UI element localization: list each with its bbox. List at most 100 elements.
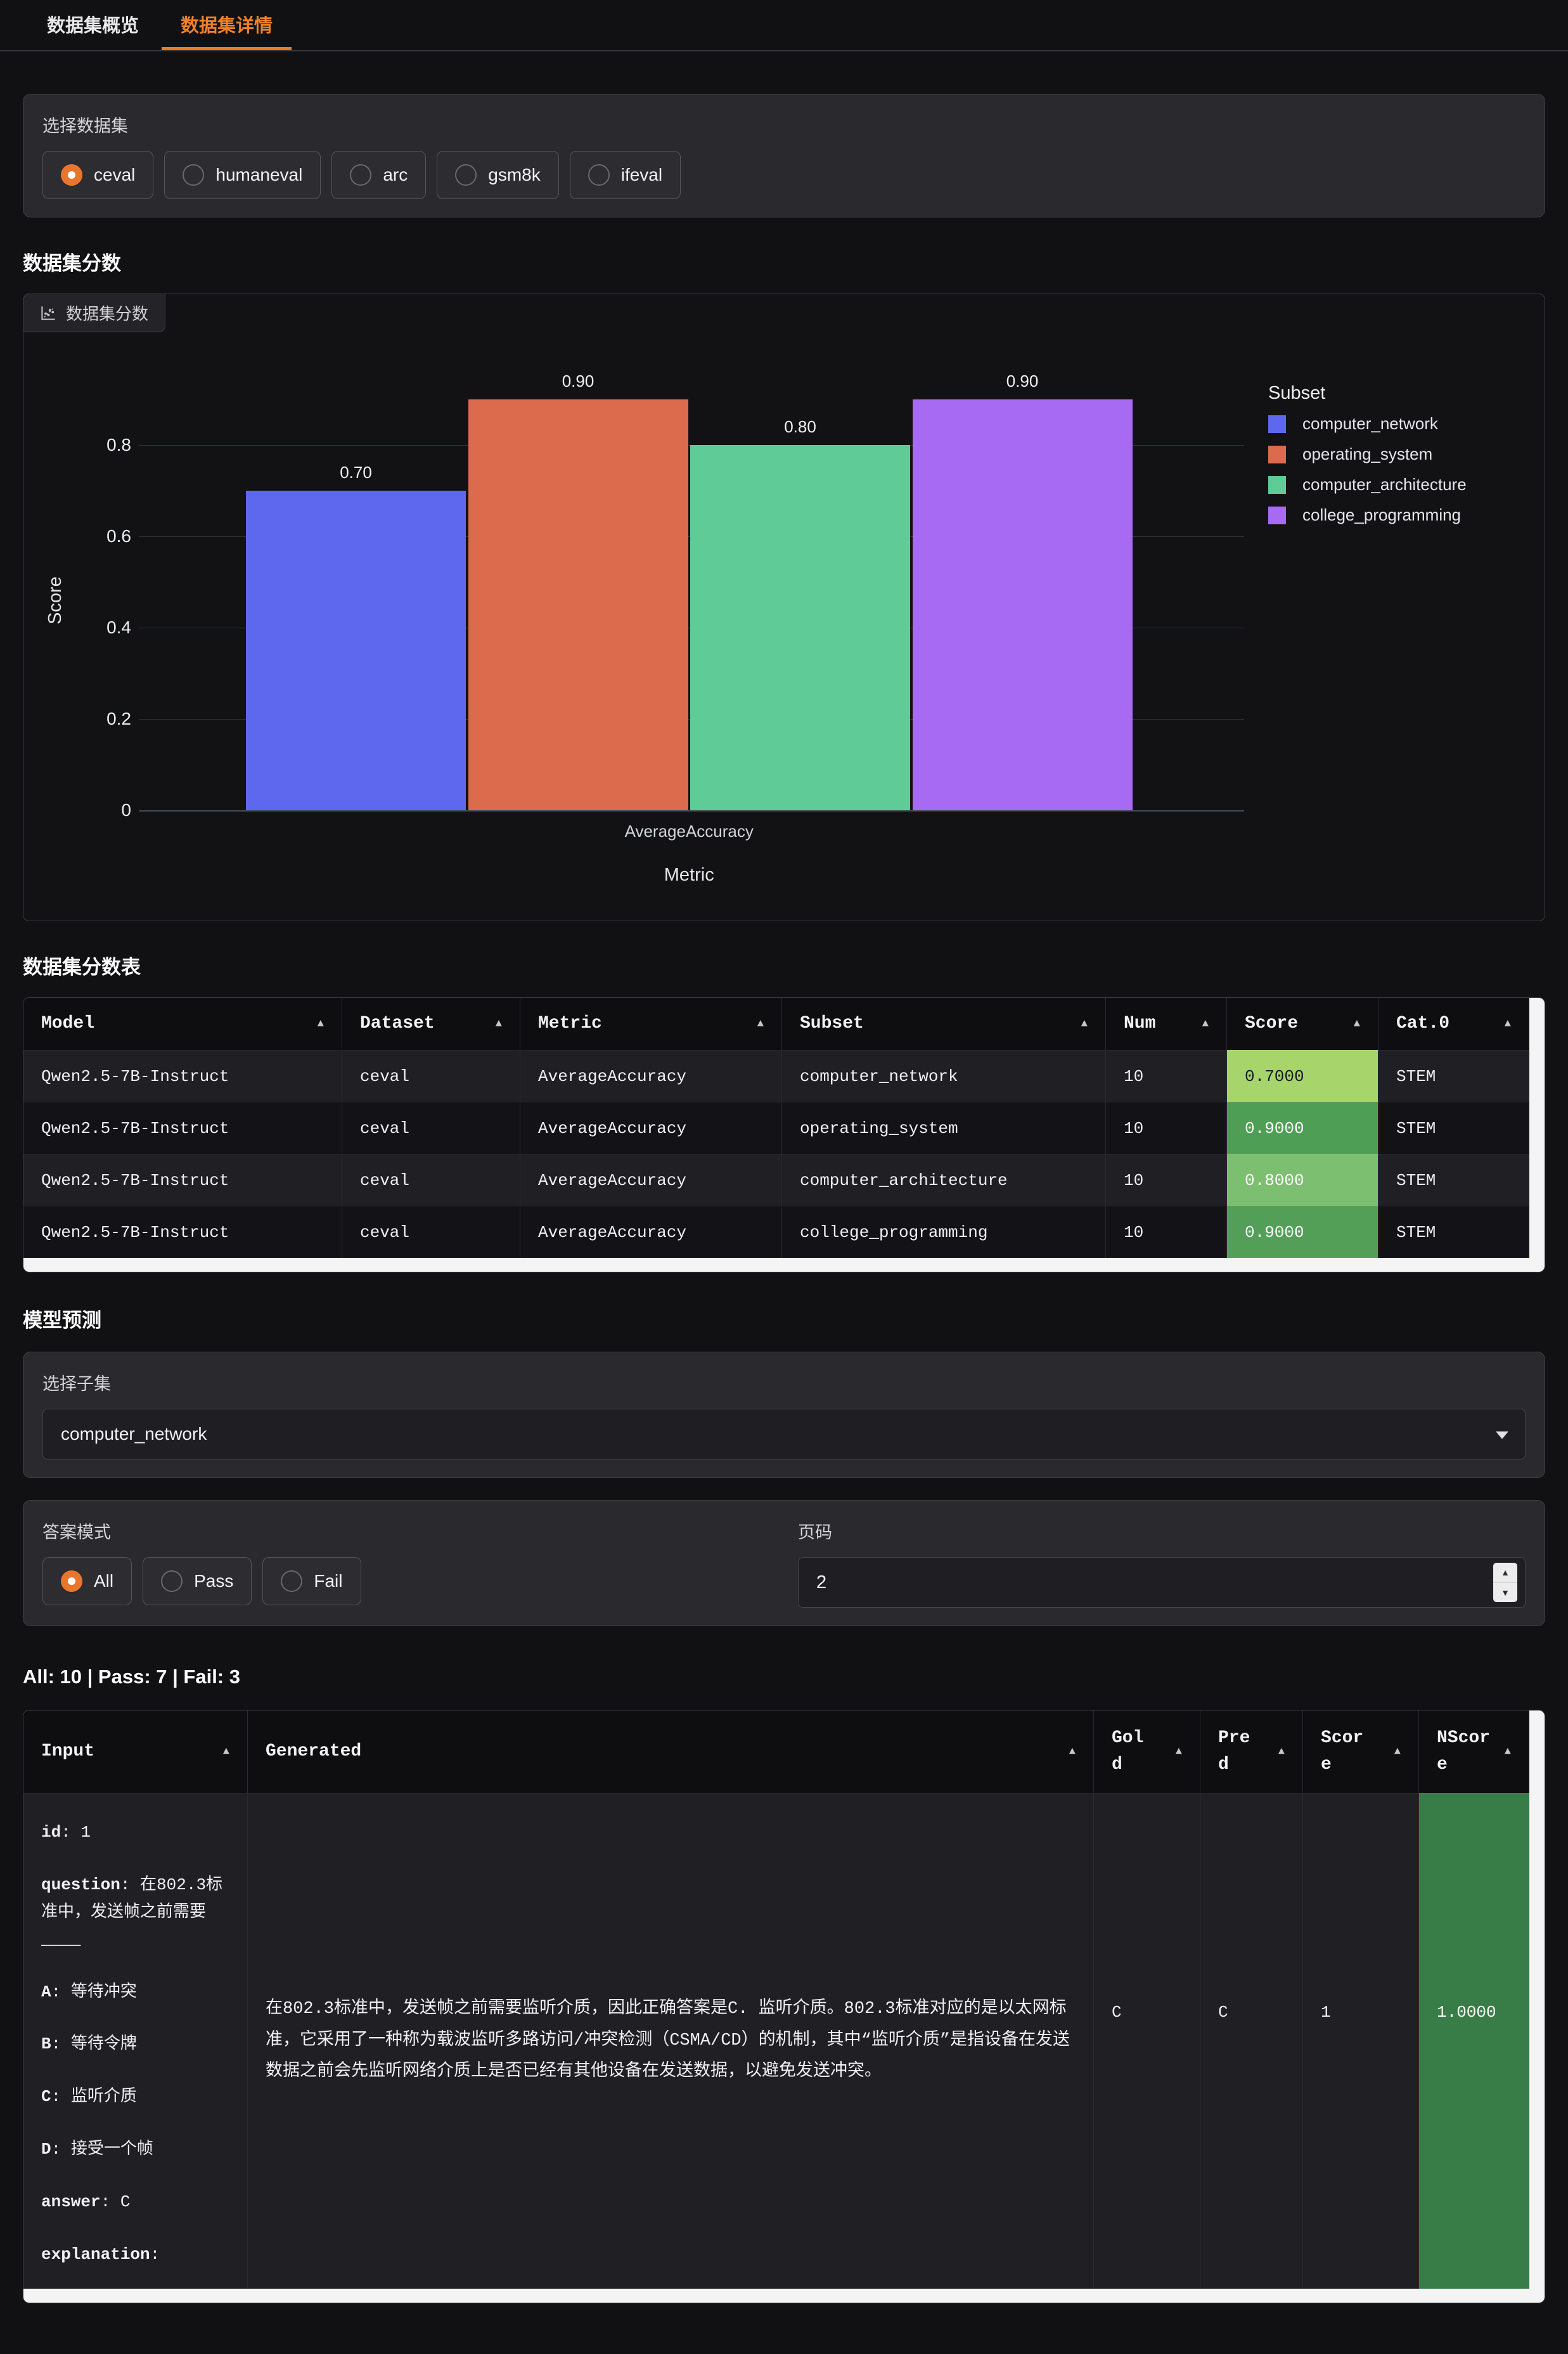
sort-icon[interactable]: ▲ — [1069, 1745, 1076, 1758]
subset-selector-label: 选择子集 — [42, 1374, 111, 1394]
dataset-option-label: humaneval — [215, 165, 303, 184]
column-header-dataset[interactable]: Dataset ▲ — [342, 998, 520, 1050]
sort-icon[interactable]: ▲ — [1081, 1018, 1088, 1030]
sort-icon[interactable]: ▲ — [1504, 1018, 1511, 1030]
page-number-input[interactable]: 2 ▲ ▼ — [798, 1557, 1526, 1608]
sort-icon[interactable]: ▲ — [1278, 1745, 1285, 1758]
legend-item-label: computer_architecture — [1302, 475, 1467, 494]
cell-subset: college_programming — [782, 1206, 1106, 1258]
table-row: Qwen2.5-7B-Instruct ceval AverageAccuracy c… — [23, 1206, 1529, 1258]
legend-swatch — [1268, 475, 1286, 494]
sort-icon[interactable]: ▲ — [1353, 1018, 1360, 1030]
radio-icon[interactable] — [281, 1570, 303, 1592]
column-header-metric[interactable]: Metric ▲ — [520, 998, 782, 1050]
sort-icon[interactable]: ▲ — [495, 1018, 502, 1030]
legend-swatch — [1268, 506, 1286, 524]
scatter-chart-icon — [41, 306, 55, 320]
horizontal-scrollbar[interactable] — [23, 1258, 1545, 1272]
vertical-scrollbar[interactable] — [1529, 1711, 1545, 2289]
dataset-option-ifeval[interactable]: ifeval — [569, 151, 681, 199]
answer-mode-option-label: Pass — [194, 1571, 234, 1591]
radio-icon[interactable] — [61, 1570, 82, 1592]
score-table: Model ▲ Dataset ▲ Metric ▲ Subset ▲ Num ▲ Score ▲ Ca… — [23, 997, 1545, 1272]
answer-mode-option-All[interactable]: All — [42, 1557, 132, 1605]
cell-pred: C — [1200, 1793, 1303, 2289]
legend-item-college_programming[interactable]: college_programming — [1268, 505, 1467, 525]
legend-item-computer_architecture[interactable]: computer_architecture — [1268, 475, 1467, 495]
dataset-option-label: gsm8k — [488, 165, 541, 184]
bar-operating_system[interactable] — [468, 399, 688, 810]
sort-icon[interactable]: ▲ — [1504, 1745, 1511, 1758]
column-header-score[interactable]: Score ▲ — [1303, 1711, 1419, 1793]
radio-icon[interactable] — [350, 164, 372, 186]
legend-item-computer_network[interactable]: computer_network — [1268, 414, 1467, 434]
table-header-row: Model ▲ Dataset ▲ Metric ▲ Subset ▲ Num ▲ Score ▲ Ca… — [23, 998, 1529, 1050]
column-header-gold[interactable]: Gold ▲ — [1094, 1711, 1200, 1793]
column-header-nscore[interactable]: NScore ▲ — [1419, 1711, 1529, 1793]
chart-legend: Subset computer_network operating_system co… — [1268, 383, 1467, 536]
radio-icon[interactable] — [161, 1570, 183, 1592]
answer-mode-option-Pass[interactable]: Pass — [143, 1557, 252, 1605]
section-title-score-table: 数据集分数表 — [23, 956, 141, 978]
column-header-pred[interactable]: Pred ▲ — [1200, 1711, 1303, 1793]
cell-cat-0: STEM — [1378, 1050, 1529, 1102]
subset-dropdown[interactable]: computer_network — [42, 1409, 1526, 1459]
y-axis-tick-label: 0.4 — [106, 617, 131, 637]
column-header-label: Dataset — [360, 1014, 435, 1033]
dataset-option-ceval[interactable]: ceval — [42, 151, 154, 199]
spinner-down-icon[interactable]: ▼ — [1501, 1587, 1510, 1598]
predictions-table-content: Input ▲ Generated ▲ Gold ▲ Pred ▲ Score ▲ NScore ▲ i… — [23, 1711, 1529, 2289]
radio-icon[interactable] — [588, 164, 610, 186]
column-header-cat-0[interactable]: Cat.0 ▲ — [1378, 998, 1529, 1050]
chart-panel-label: 数据集分数 — [23, 294, 166, 332]
horizontal-scrollbar[interactable] — [23, 2289, 1545, 2303]
dataset-selector-card: 选择数据集 ceval humaneval arc gsm8k ifeval — [23, 94, 1545, 217]
bar-computer_architecture[interactable] — [690, 444, 910, 810]
column-header-label: NScore — [1437, 1728, 1491, 1775]
column-header-subset[interactable]: Subset ▲ — [782, 998, 1106, 1050]
y-axis-tick-label: 0.8 — [106, 434, 131, 455]
subset-selector-card: 选择子集 computer_network — [23, 1352, 1545, 1478]
legend-item-operating_system[interactable]: operating_system — [1268, 444, 1467, 464]
tab-dataset-overview[interactable]: 数据集概览 — [47, 16, 139, 36]
vertical-scrollbar[interactable] — [1529, 998, 1545, 1258]
legend-item-label: college_programming — [1302, 505, 1462, 524]
cell-generated: 在802.3标准中，发送帧之前需要监听介质，因此正确答案是C. 监听介质。802… — [248, 1793, 1094, 2289]
column-header-model[interactable]: Model ▲ — [23, 998, 342, 1050]
bar-computer_network[interactable] — [246, 490, 466, 810]
column-header-label: Num — [1124, 1014, 1156, 1033]
dataset-option-humaneval[interactable]: humaneval — [164, 151, 321, 199]
column-header-generated[interactable]: Generated ▲ — [248, 1711, 1094, 1793]
sort-icon[interactable]: ▲ — [1394, 1745, 1401, 1758]
table-row: id: 1 question: 在802.3标准中，发送帧之前需要____ A: 等… — [23, 1793, 1529, 2289]
column-header-num[interactable]: Num ▲ — [1106, 998, 1227, 1050]
sort-icon[interactable]: ▲ — [317, 1018, 324, 1030]
input-field-C: C: 监听介质 — [41, 2087, 137, 2107]
answer-mode-option-Fail[interactable]: Fail — [262, 1557, 361, 1605]
y-axis-tick-label: 0.2 — [106, 708, 131, 728]
dataset-option-arc[interactable]: arc — [331, 151, 427, 199]
column-header-input[interactable]: Input ▲ — [23, 1711, 248, 1793]
sort-icon[interactable]: ▲ — [222, 1745, 229, 1758]
column-header-score[interactable]: Score ▲ — [1227, 998, 1378, 1050]
cell-model: Qwen2.5-7B-Instruct — [23, 1154, 342, 1206]
legend-swatch — [1268, 415, 1286, 433]
spinner-up-icon[interactable]: ▲ — [1493, 1563, 1517, 1583]
radio-icon[interactable] — [455, 164, 477, 186]
answer-mode-option-label: All — [94, 1571, 114, 1591]
radio-icon[interactable] — [183, 164, 205, 186]
dataset-option-label: arc — [383, 165, 408, 184]
sort-icon[interactable]: ▲ — [1175, 1745, 1182, 1758]
radio-icon[interactable] — [61, 164, 82, 186]
dataset-option-gsm8k[interactable]: gsm8k — [437, 151, 559, 199]
cell-dataset: ceval — [342, 1102, 520, 1154]
bar-value-label: 0.90 — [1006, 371, 1039, 391]
cell-num: 10 — [1106, 1206, 1227, 1258]
tab-dataset-details[interactable]: 数据集详情 — [162, 0, 292, 50]
column-header-label: Subset — [800, 1014, 864, 1033]
cell-num: 10 — [1106, 1050, 1227, 1102]
sort-icon[interactable]: ▲ — [757, 1018, 764, 1030]
chart-panel-label-text: 数据集分数 — [66, 304, 149, 323]
bar-college_programming[interactable] — [912, 399, 1133, 810]
sort-icon[interactable]: ▲ — [1202, 1018, 1209, 1030]
